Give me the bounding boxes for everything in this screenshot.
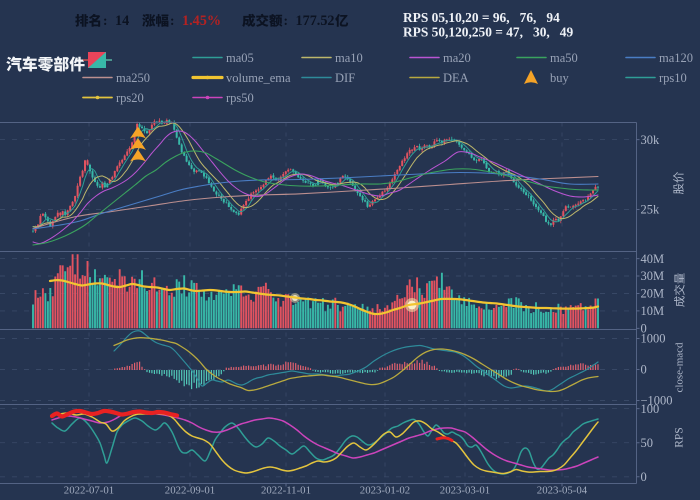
svg-text:1000: 1000	[641, 332, 666, 346]
svg-text:RPS 50,120,250 = 47, 30, 4: RPS 50,120,250 = 47, 30, 49	[403, 25, 573, 40]
svg-text:DIF: DIF	[335, 71, 355, 85]
svg-text:volume_ema: volume_ema	[226, 71, 291, 85]
svg-text::: :	[170, 13, 175, 28]
svg-text:close-macd: close-macd	[674, 342, 686, 393]
svg-text:DEA: DEA	[443, 71, 469, 85]
svg-text:50: 50	[641, 436, 654, 450]
svg-text:ma120: ma120	[659, 51, 693, 65]
svg-text:2023-03-01: 2023-03-01	[440, 485, 490, 497]
svg-text:buy: buy	[550, 71, 570, 85]
svg-text:2023-01-02: 2023-01-02	[360, 485, 410, 497]
svg-text:0: 0	[641, 363, 647, 377]
svg-text:ma05: ma05	[226, 51, 254, 65]
svg-text:177.52: 177.52	[296, 13, 335, 29]
svg-text:rps10: rps10	[659, 71, 687, 85]
svg-text:RPS: RPS	[674, 427, 686, 447]
svg-text:2023-05-04: 2023-05-04	[537, 485, 588, 497]
svg-text:ma50: ma50	[550, 51, 578, 65]
svg-text:rps50: rps50	[226, 91, 254, 105]
svg-text:20M: 20M	[641, 287, 665, 301]
svg-text:ma250: ma250	[116, 71, 150, 85]
svg-text:2022-07-01: 2022-07-01	[64, 485, 114, 497]
svg-text::: :	[103, 13, 108, 28]
svg-text:14: 14	[115, 13, 129, 29]
svg-text:100: 100	[641, 402, 660, 416]
svg-text:1.45%: 1.45%	[182, 13, 221, 29]
svg-text:0: 0	[641, 322, 647, 336]
svg-text:25k: 25k	[641, 203, 661, 217]
svg-text:ma20: ma20	[443, 51, 471, 65]
svg-text:30M: 30M	[641, 269, 665, 283]
svg-text:RPS 05,10,20 = 96, 76, 94: RPS 05,10,20 = 96, 76, 94	[403, 10, 560, 25]
svg-text:40M: 40M	[641, 252, 665, 266]
svg-text::: :	[284, 13, 289, 28]
svg-text:ma10: ma10	[335, 51, 363, 65]
svg-text:2022-11-01: 2022-11-01	[261, 485, 311, 497]
svg-text:10M: 10M	[641, 304, 665, 318]
svg-text:2022-09-01: 2022-09-01	[165, 485, 215, 497]
svg-text:0: 0	[641, 470, 647, 484]
svg-text:rps20: rps20	[116, 91, 144, 105]
svg-text:−1000: −1000	[641, 394, 673, 408]
svg-text:30k: 30k	[641, 133, 661, 147]
